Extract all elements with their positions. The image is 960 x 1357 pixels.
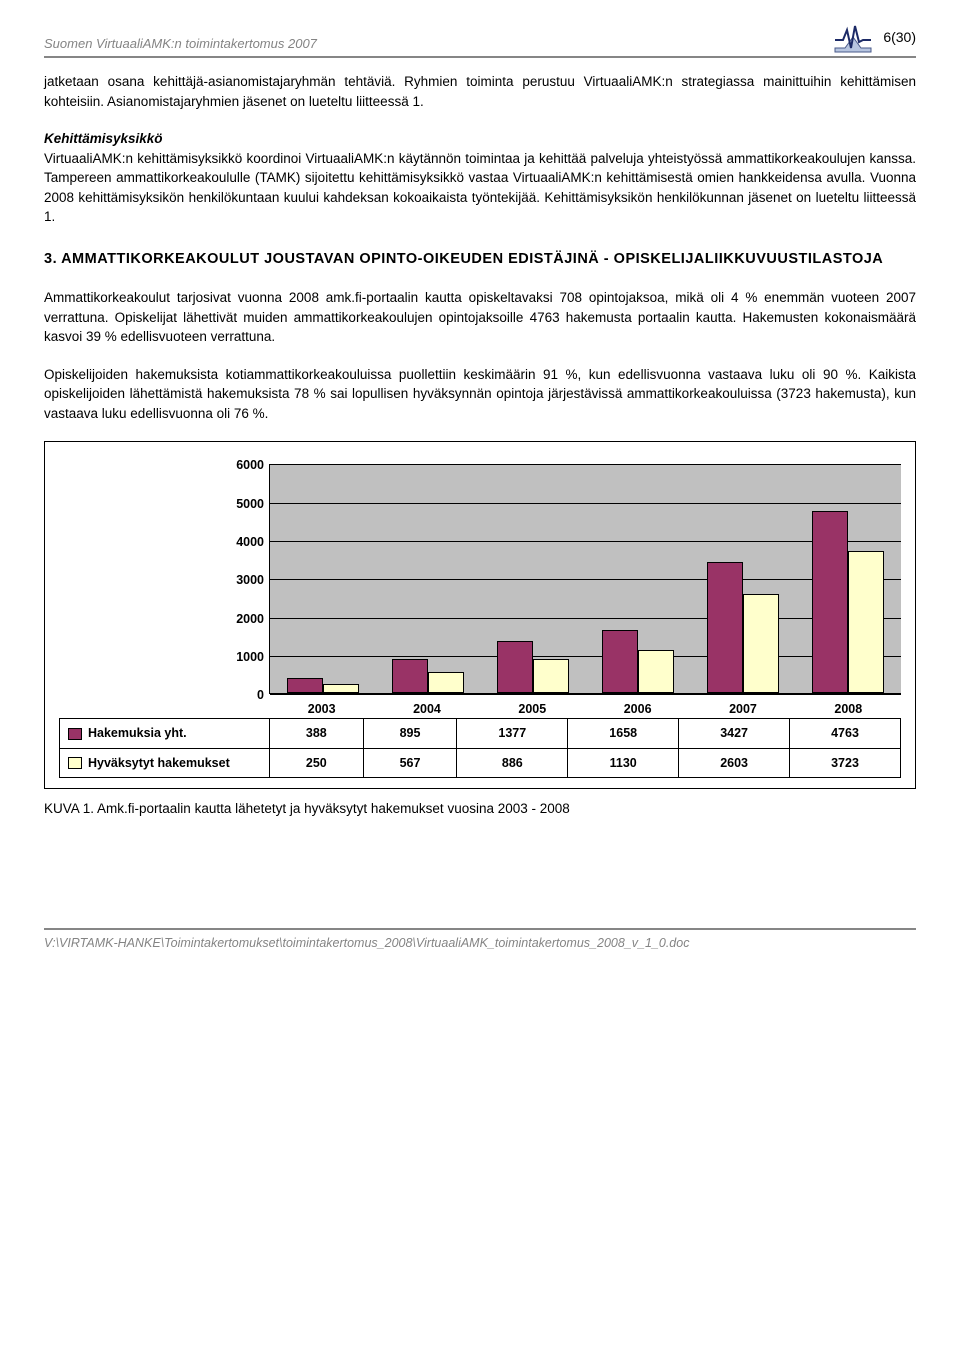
chart-bar (743, 594, 779, 694)
page: Suomen VirtuaaliAMK:n toimintakertomus 2… (0, 0, 960, 970)
logo-icon (833, 20, 873, 54)
chart-bar-group (707, 562, 779, 693)
chart-bar (707, 562, 743, 693)
chart-xtick-label: 2008 (812, 700, 884, 718)
table-cell: 1658 (568, 719, 679, 748)
chart-ytick-label: 3000 (236, 571, 270, 589)
chart-bars (270, 464, 901, 693)
section-3-title: 3. AMMATTIKORKEAKOULUT JOUSTAVAN OPINTO-… (44, 249, 916, 270)
page-footer: V:\VIRTAMK-HANKE\Toimintakertomukset\toi… (44, 928, 916, 952)
subheading-kehittamisyksikko: Kehittämisyksikkö (44, 129, 916, 149)
chart-ytick-label: 4000 (236, 533, 270, 551)
table-cell: 3723 (790, 748, 901, 777)
table-cell: 886 (457, 748, 568, 777)
page-header: Suomen VirtuaaliAMK:n toimintakertomus 2… (44, 20, 916, 58)
chart-xtick-label: 2003 (286, 700, 358, 718)
table-cell: 1377 (457, 719, 568, 748)
legend-cell: Hyväksytyt hakemukset (60, 748, 270, 777)
table-cell: 567 (363, 748, 457, 777)
legend-cell: Hakemuksia yht. (60, 719, 270, 748)
table-row: Hakemuksia yht. 3888951377165834274763 (60, 719, 901, 748)
chart-ytick-label: 6000 (236, 456, 270, 474)
legend-label: Hakemuksia yht. (88, 726, 187, 740)
chart-bar-group (287, 678, 359, 693)
chart-plot-area: 0100020003000400050006000 20032004200520… (269, 464, 901, 718)
chart-bar (533, 659, 569, 693)
table-cell: 895 (363, 719, 457, 748)
chart-bar-group (812, 511, 884, 694)
figure-caption: KUVA 1. Amk.fi-portaalin kautta lähetety… (44, 799, 916, 819)
chart-bar (287, 678, 323, 693)
page-number: 6(30) (883, 27, 916, 47)
table-cell: 2603 (679, 748, 790, 777)
legend-label: Hyväksytyt hakemukset (88, 756, 230, 770)
table-cell: 4763 (790, 719, 901, 748)
chart-bar (497, 641, 533, 694)
chart-bar (602, 630, 638, 694)
chart-data-table: Hakemuksia yht.3888951377165834274763Hyv… (59, 718, 901, 777)
table-cell: 250 (270, 748, 364, 777)
chart-bar (812, 511, 848, 694)
chart-ytick-label: 0 (257, 686, 270, 704)
chart-plot: 0100020003000400050006000 (269, 464, 901, 694)
paragraph-3a: Ammattikorkeakoulut tarjosivat vuonna 20… (44, 288, 916, 347)
chart-bar (428, 672, 464, 694)
header-title: Suomen VirtuaaliAMK:n toimintakertomus 2… (44, 35, 317, 54)
chart-xtick-label: 2007 (707, 700, 779, 718)
chart-ytick-label: 2000 (236, 610, 270, 628)
paragraph-3b: Opiskelijoiden hakemuksista kotiammattik… (44, 365, 916, 424)
chart-bar-group (497, 641, 569, 694)
table-row: Hyväksytyt hakemukset 2505678861130260337… (60, 748, 901, 777)
legend-swatch-icon (68, 757, 82, 769)
chart-xtick-label: 2005 (496, 700, 568, 718)
chart-bar (638, 650, 674, 693)
chart-bar (848, 551, 884, 694)
paragraph-kehittamisyksikko: VirtuaaliAMK:n kehittämisyksikkö koordin… (44, 149, 916, 227)
table-cell: 3427 (679, 719, 790, 748)
chart-bar (323, 684, 359, 694)
chart-container: 0100020003000400050006000 20032004200520… (44, 441, 916, 788)
legend-swatch-icon (68, 728, 82, 740)
table-cell: 388 (270, 719, 364, 748)
footer-path: V:\VIRTAMK-HANKE\Toimintakertomukset\toi… (44, 936, 689, 950)
chart-xtick-label: 2004 (391, 700, 463, 718)
chart-bar (392, 659, 428, 693)
chart-xaxis: 2003 2004 2005 2006 2007 2008 (269, 694, 901, 718)
table-cell: 1130 (568, 748, 679, 777)
header-right: 6(30) (833, 20, 916, 54)
chart-ytick-label: 5000 (236, 495, 270, 513)
chart-gridline: 0 (270, 694, 901, 695)
chart-bar-group (602, 630, 674, 694)
chart-bar-group (392, 659, 464, 693)
chart-ytick-label: 1000 (236, 648, 270, 666)
paragraph-intro: jatketaan osana kehittäjä-asianomistajar… (44, 72, 916, 111)
chart-xtick-label: 2006 (602, 700, 674, 718)
